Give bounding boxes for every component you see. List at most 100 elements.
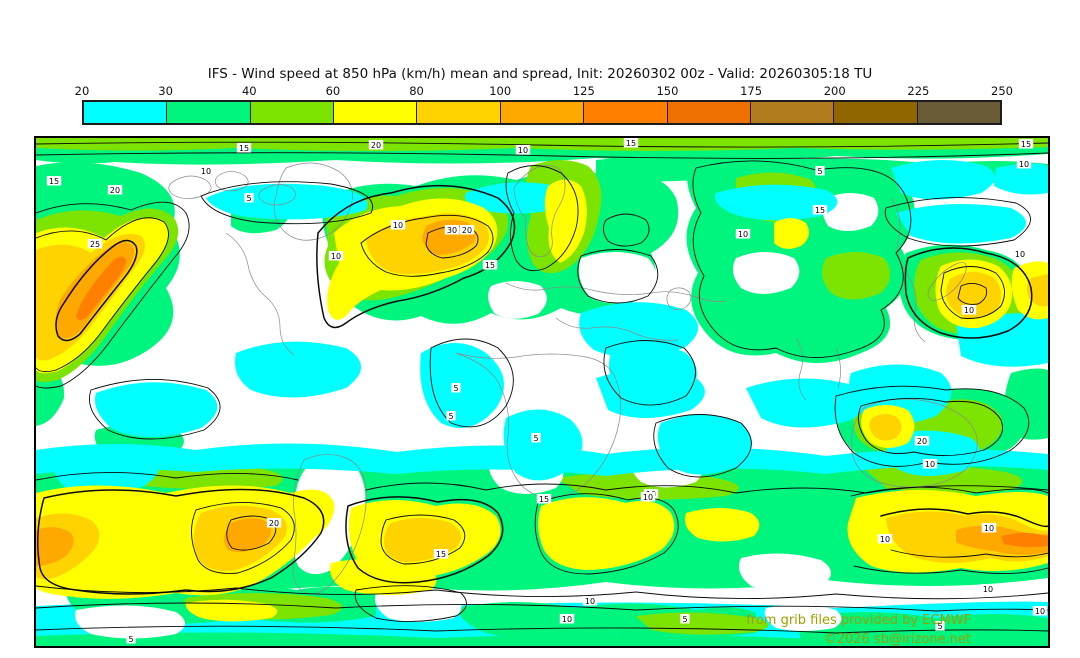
contour-label-box [922, 459, 938, 469]
page-title: IFS - Wind speed at 850 hPa (km/h) mean … [207, 66, 873, 82]
contour-label: 25 [90, 240, 100, 249]
contour-label-box [126, 634, 136, 644]
contour-label: 15 [239, 144, 249, 153]
contour-label: 5 [682, 615, 687, 624]
contour-label-box [1012, 249, 1028, 259]
contour-label-box [451, 383, 461, 393]
contour-label-box [515, 145, 531, 155]
contour-label-box [87, 239, 103, 249]
contour-label-box [640, 492, 656, 502]
contour-label-box [446, 411, 456, 421]
contour-label: 5 [453, 384, 458, 393]
contour-label: 10 [585, 597, 595, 606]
contour-label: 10 [964, 306, 974, 315]
contour-label-box [812, 205, 828, 215]
contour-label-box [46, 176, 62, 186]
contour-label: 10 [331, 252, 341, 261]
contour-label-box [815, 166, 825, 176]
wind-map: 15 20 10 15 15 10 15 20 10 5 25 30 20 10 15 10 5 15 10 10 10… [36, 138, 1048, 646]
colorbar-tick: 125 [572, 84, 595, 98]
colorbar-ticks: 20 30 40 60 80 100 125 150 175 200 225 250 [75, 84, 1013, 100]
contour-label: 5 [246, 194, 251, 203]
contour-label: 10 [393, 221, 403, 230]
attribution-line1: from grib files provided by ECMWF [746, 613, 971, 628]
contour-label: 15 [436, 550, 446, 559]
contour-label: 5 [937, 622, 942, 631]
contour-label: 30 [447, 226, 457, 235]
colorbar-tick: 150 [656, 84, 679, 98]
contour-label: 20 [110, 186, 120, 195]
colorbar-tick: 20 [74, 84, 90, 98]
contour-label-box [980, 584, 996, 594]
contour-label-box [935, 621, 945, 631]
contour-label-box [877, 534, 893, 544]
contour-label-box [914, 436, 930, 446]
contour-label: 10 [1035, 607, 1045, 616]
wind-region-deep-orange [76, 256, 1048, 548]
colorbar: 20 30 40 60 80 100 125 150 175 200 225 250 [75, 84, 1013, 125]
colorbar-segment [916, 102, 1000, 123]
contour-label: 10 [983, 585, 993, 594]
contour-label: 10 [643, 493, 653, 502]
contour-label-box [368, 140, 384, 150]
colorbar-segment [166, 102, 250, 123]
colorbar-bar [82, 100, 1002, 125]
colorbar-tick: 100 [489, 84, 512, 98]
contour-label: 20 [371, 141, 381, 150]
contour-label: 15 [1021, 140, 1031, 149]
contour-label: 20 [917, 437, 927, 446]
contour-label-box [531, 433, 541, 443]
contour-label-box [459, 225, 475, 235]
colorbar-tick: 30 [158, 84, 173, 98]
attribution-line2: ©2026 sb@irizone.net [824, 632, 971, 646]
colorbar-tick: 250 [991, 84, 1013, 98]
contour-label: 10 [738, 230, 748, 239]
contour-label: 10 [925, 460, 935, 469]
colorbar-segment [84, 102, 167, 123]
contour-label: 10 [562, 615, 572, 624]
spread-contours [36, 141, 1048, 634]
contour-labels: 15 20 10 15 15 10 15 20 10 5 25 30 20 10 15 10 5 15 10 10 10… [46, 138, 1048, 644]
coastlines [168, 162, 978, 595]
contour-label-box [244, 193, 254, 203]
colorbar-tick: 60 [325, 84, 341, 98]
contour-label: 15 [626, 139, 636, 148]
contour-label: 20 [462, 226, 472, 235]
contour-label-box [482, 260, 498, 270]
contour-label: 15 [49, 177, 59, 186]
contour-label-box [390, 220, 406, 230]
contour-label-box [328, 251, 344, 261]
contour-label-box [582, 596, 598, 606]
colorbar-segment [583, 102, 667, 123]
contour-label-box [1018, 139, 1034, 149]
contour-label-box [107, 185, 123, 195]
contour-label-box [266, 518, 282, 528]
contour-label-box [444, 225, 460, 235]
contour-label-box [559, 614, 575, 624]
colorbar-tick: 225 [907, 84, 930, 98]
contour-label: 10 [984, 524, 994, 533]
contour-label-box [623, 138, 639, 148]
contour-label: 10 [201, 167, 211, 176]
colorbar-tick: 200 [823, 84, 846, 98]
contour-label: 10 [1019, 160, 1029, 169]
contour-label: 10 [880, 535, 890, 544]
colorbar-tick: 175 [740, 84, 763, 98]
colorbar-segment [333, 102, 417, 123]
contour-label: 5 [448, 412, 453, 421]
contour-label: 10 [1015, 250, 1025, 259]
contour-label-box [981, 523, 997, 533]
contour-label-box [536, 494, 552, 504]
colorbar-segment [499, 102, 584, 123]
contour-label: 15 [485, 261, 495, 270]
colorbar-segment [416, 102, 500, 123]
colorbar-tick: 80 [409, 84, 424, 98]
colorbar-segment [666, 102, 750, 123]
contour-label-box [1032, 606, 1048, 616]
wind-map-frame: 15 20 10 15 15 10 15 20 10 5 25 30 20 10 15 10 5 15 10 10 10… [34, 136, 1050, 648]
contour-label: 20 [269, 519, 279, 528]
contour-label-box [198, 166, 214, 176]
contour-label: 5 [533, 434, 538, 443]
contour-label-box [680, 614, 690, 624]
contour-label-box [735, 229, 751, 239]
